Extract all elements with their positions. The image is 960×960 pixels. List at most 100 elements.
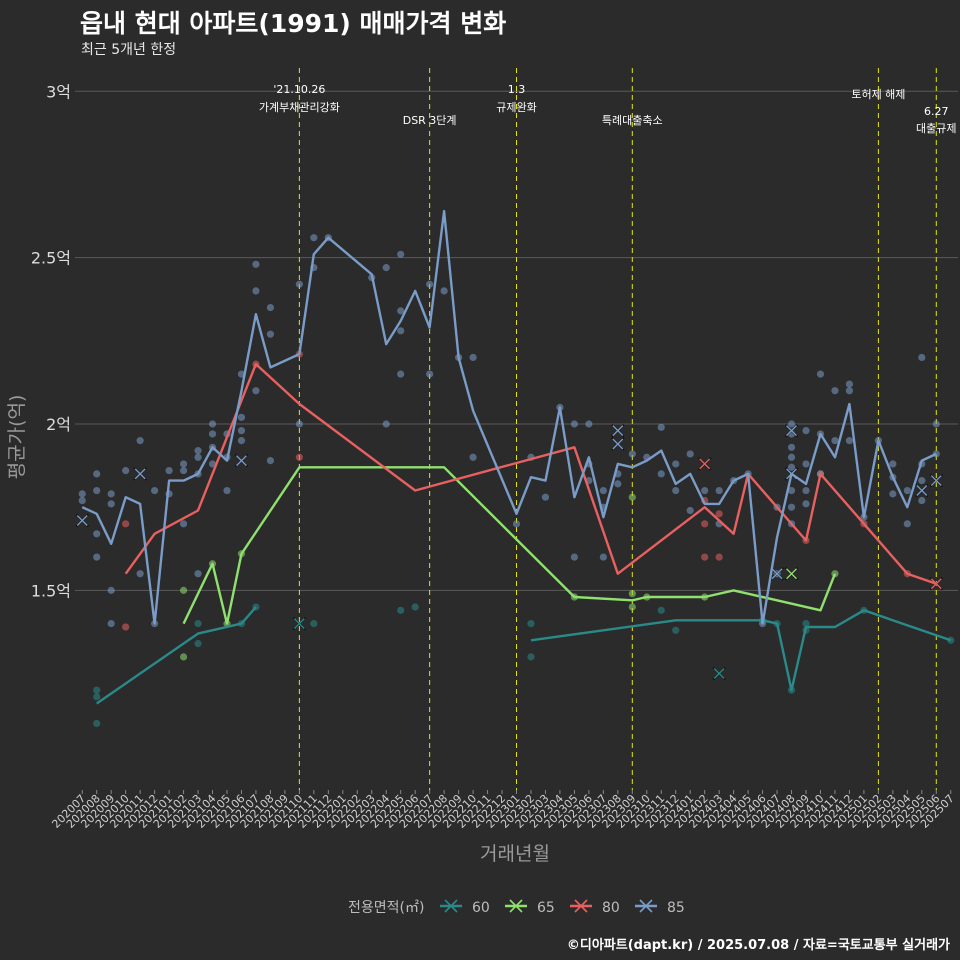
event-label: DSR 3단계 [403,114,457,127]
data-point [208,420,217,428]
data-point [802,620,810,628]
data-point [787,443,796,451]
legend: 전용면적(㎡) 60 65 80 85 [348,899,685,916]
cross-marker [930,475,942,487]
data-point [686,506,694,515]
data-point [122,623,130,631]
data-point [787,463,796,471]
data-point [208,460,217,468]
data-point [93,553,101,561]
data-point [628,450,636,458]
data-point [78,496,86,505]
legend-swatch-cross [444,899,458,913]
data-point [107,490,115,498]
data-point [93,686,101,694]
data-point [657,606,665,614]
legend-swatch-cross [509,899,523,913]
data-point [194,620,202,628]
data-point [889,490,897,498]
data-point [672,460,680,468]
data-point [657,470,665,478]
data-point [845,387,854,395]
data-point [672,626,680,634]
series-line [182,466,837,625]
cross-marker [771,568,783,580]
data-point [918,476,926,485]
data-point [107,586,115,594]
data-point [918,496,926,505]
data-point [93,486,101,495]
data-point [122,466,130,475]
source-footer: ©디아파트(dapt.kr) / 2025.07.08 / 자료=국토교통부 실… [566,938,950,953]
legend-label: 65 [537,900,555,916]
cross-marker [134,468,146,480]
data-point [310,234,318,242]
data-point [179,520,188,528]
data-point [237,413,246,421]
data-point [701,553,709,561]
data-point [237,437,246,445]
cross-marker [916,485,928,497]
legend-label: 60 [472,900,490,916]
y-axis-label: 평균가(억) [6,395,28,480]
data-point [194,453,202,461]
data-point [107,500,115,508]
line-layer [81,209,952,705]
data-point [136,570,144,578]
data-point [208,430,217,438]
data-point [266,303,275,312]
data-point [165,466,173,475]
point-layer [75,234,955,728]
legend-title: 전용면적(㎡) [348,900,424,916]
data-point [397,370,405,378]
data-point [252,260,260,268]
data-point [397,327,405,335]
y-tick-label: 2억 [46,415,71,434]
data-point [397,250,405,258]
data-point [932,420,940,428]
data-point [787,486,796,495]
data-point [136,437,144,445]
data-point [107,620,115,628]
data-point [295,453,303,461]
data-point [903,486,911,495]
data-point [802,486,810,495]
data-point [93,693,101,701]
data-point [802,460,810,468]
cross-marker [612,425,624,437]
cross-marker [699,458,711,470]
data-point [903,520,911,528]
tick-layer: 1.5억2억2.5억3억2020072020082020092020102020… [31,82,957,831]
data-point [179,466,188,475]
data-point [715,486,723,495]
data-point [686,450,694,458]
data-point [787,420,796,428]
event-label: 대출규제 [916,122,956,135]
event-label: 토허제 해제 [851,87,905,101]
series-line [96,606,257,705]
data-point [411,603,419,611]
data-point [469,453,477,461]
data-point [469,353,477,362]
data-point [701,520,709,528]
data-point [122,520,130,528]
data-point [570,553,579,561]
data-point [310,620,318,628]
data-point [266,330,275,338]
event-label: '21.10.26 [273,83,325,96]
cross-marker [293,618,305,630]
chart-title: 읍내 현대 아파트(1991) 매매가격 변화 [80,9,507,38]
data-point [194,447,202,455]
event-label: 6.27 [924,105,949,118]
data-point [179,460,188,468]
legend-swatch-cross [574,899,588,913]
y-tick-label: 2.5억 [31,249,71,268]
data-point [252,287,260,295]
data-point [628,603,636,611]
data-point [802,500,810,508]
data-point [252,387,260,395]
data-point [599,486,607,495]
data-point [787,503,796,511]
event-label: 가계부채관리강화 [259,101,340,114]
data-point [715,510,723,518]
